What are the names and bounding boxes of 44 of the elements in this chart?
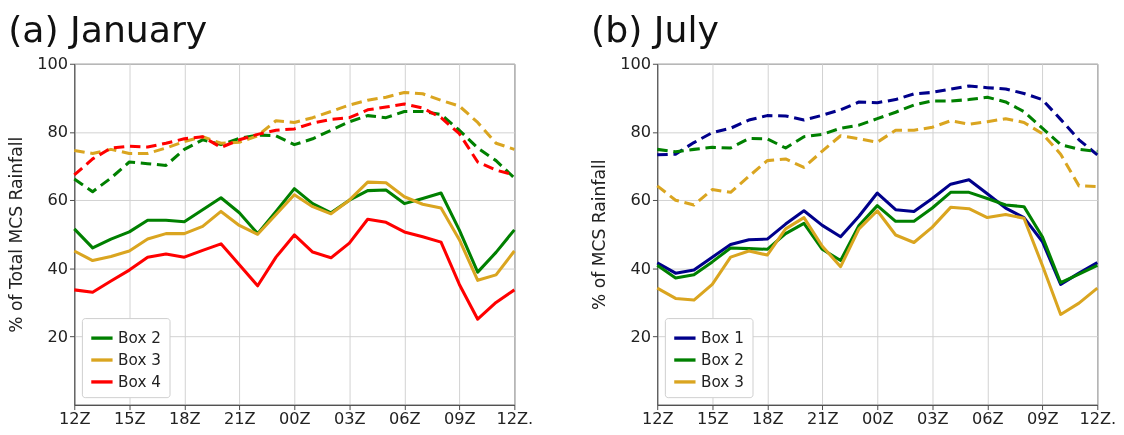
y-tick-label: 40	[630, 258, 652, 278]
x-tick-label: 00Z	[278, 409, 311, 429]
x-tick-label: 12Z	[641, 409, 674, 429]
y-tick-label: 60	[47, 190, 69, 210]
legend-label: Box 2	[118, 328, 161, 347]
legend-label: Box 4	[118, 372, 161, 391]
y-tick-label: 100	[620, 54, 652, 74]
legend-label: Box 3	[701, 372, 744, 391]
line-series	[655, 84, 1099, 157]
x-tick-label: 06Z	[971, 409, 1004, 429]
x-tick-label: 12Z	[58, 409, 91, 429]
y-tick-label: 100	[37, 54, 69, 74]
line-series	[72, 217, 516, 321]
x-tick-label: 12Z.	[496, 409, 534, 429]
chart-title: (b) July	[591, 7, 719, 51]
x-tick-label: 18Z	[751, 409, 784, 429]
chart-title: (a) January	[8, 7, 208, 51]
line-series	[655, 205, 1099, 316]
line-series	[72, 109, 516, 194]
legend-label: Box 1	[701, 328, 744, 347]
y-tick-label: 60	[630, 190, 652, 210]
x-tick-label: 06Z	[388, 409, 421, 429]
y-tick-label: 20	[47, 326, 69, 346]
x-tick-label: 09Z	[444, 409, 476, 429]
x-tick-label: 09Z	[1026, 409, 1059, 429]
line-series	[72, 90, 516, 155]
x-tick-label: 12Z.	[1079, 409, 1117, 429]
x-tick-label: 00Z	[861, 409, 894, 429]
legend-label: Box 2	[701, 350, 744, 369]
y-axis-title: % of MCS Rainfall	[588, 159, 609, 310]
x-tick-label: 18Z	[168, 409, 201, 429]
y-tick-label: 20	[630, 326, 652, 346]
line-series	[655, 117, 1099, 207]
x-tick-label: 15Z	[696, 409, 729, 429]
y-axis-title: % of Total MCS Rainfall	[5, 136, 26, 333]
x-tick-label: 21Z	[806, 409, 839, 429]
legend-label: Box 3	[118, 350, 161, 369]
x-tick-label: 03Z	[916, 409, 949, 429]
y-tick-label: 80	[630, 122, 652, 142]
y-tick-label: 40	[47, 258, 69, 278]
x-tick-label: 15Z	[113, 409, 146, 429]
y-tick-label: 80	[47, 122, 69, 142]
x-tick-label: 21Z	[223, 409, 256, 429]
x-tick-label: 03Z	[333, 409, 366, 429]
